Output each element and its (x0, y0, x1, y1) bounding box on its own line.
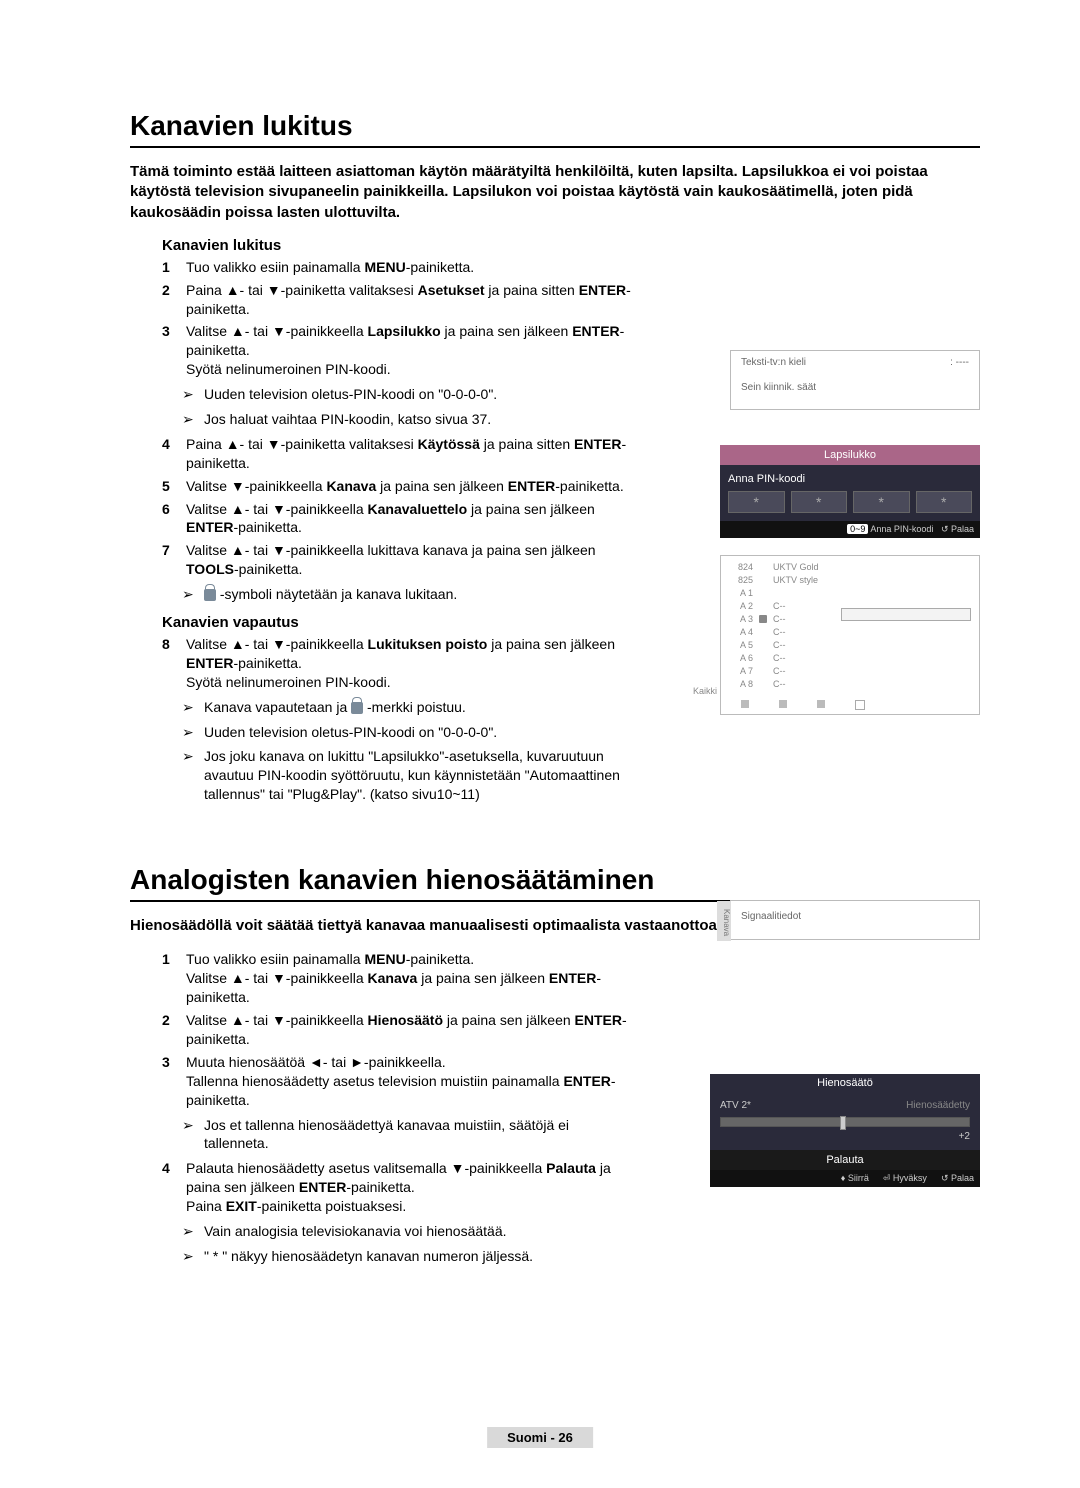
section1-title: Kanavien lukitus (130, 110, 980, 148)
list-item[interactable]: 825UKTV style (727, 575, 973, 585)
step: Tuo valikko esiin painamalla MENU-painik… (162, 258, 642, 277)
steps2b: Palauta hienosäädetty asetus valitsemall… (162, 1159, 642, 1216)
note: Jos joku kanava on lukittu "Lapsilukko"-… (162, 747, 622, 804)
step: Valitse ▼-painikkeella Kanava ja paina s… (162, 477, 642, 496)
step: Valitse ▲- tai ▼-painikkeella Hienosäätö… (162, 1011, 642, 1049)
note: Jos et tallenna hienosäädettyä kanavaa m… (162, 1116, 622, 1154)
section2-title: Analogisten kanavien hienosäätäminen (130, 864, 980, 902)
list-item[interactable]: A 5C-- (727, 640, 973, 650)
section1-intro: Tämä toiminto estää laitteen asiattoman … (130, 162, 980, 223)
pin-slot[interactable]: * (791, 491, 848, 513)
list-selection[interactable] (841, 608, 971, 621)
list-item[interactable]: A 8C-- (727, 679, 973, 689)
step: Paina ▲- tai ▼-painiketta valitaksesi Kä… (162, 435, 642, 473)
ui-signal-info: Kanava Signaalitiedot (730, 900, 980, 940)
steps2: Tuo valikko esiin painamalla MENU-painik… (162, 950, 642, 1109)
list-item[interactable]: 824UKTV Gold (727, 562, 973, 572)
note: Vain analogisia televisiokanavia voi hie… (162, 1222, 622, 1241)
note: Uuden television oletus-PIN-koodi on "0-… (162, 385, 622, 404)
slider-thumb[interactable] (840, 1116, 846, 1130)
steps1b: Paina ▲- tai ▼-painiketta valitaksesi Kä… (162, 435, 642, 579)
list-item[interactable]: A 4C-- (727, 627, 973, 637)
list-item[interactable]: A 7C-- (727, 666, 973, 676)
steps1c: Valitse ▲- tai ▼-painikkeella Lukituksen… (162, 635, 642, 692)
ui-finetune-dialog: Hienosäätö ATV 2* Hienosäädetty +2 Palau… (710, 1074, 980, 1187)
finetune-title: Hienosäätö (710, 1074, 980, 1092)
list-all-label: Kaikki (693, 686, 717, 696)
list-bottom-icons (741, 700, 865, 710)
pin-slot[interactable]: * (728, 491, 785, 513)
step: Valitse ▲- tai ▼-painikkeella lukittava … (162, 541, 642, 579)
finetune-footer: ♦ Siirrä ⏎ Hyväksy ↺ Palaa (710, 1170, 980, 1187)
finetune-channel: ATV 2* (720, 1100, 751, 1111)
steps1: Tuo valikko esiin painamalla MENU-painik… (162, 258, 642, 379)
pin-title: Lapsilukko (720, 445, 980, 465)
pin-label: Anna PIN-koodi (728, 473, 972, 485)
note: " * " näkyy hienosäädetyn kanavan numero… (162, 1247, 622, 1266)
page-footer: Suomi - 26 (487, 1427, 593, 1448)
step: Tuo valikko esiin painamalla MENU-painik… (162, 950, 642, 1007)
lock-icon (351, 702, 363, 714)
ui-pin-dialog: Lapsilukko Anna PIN-koodi * * * * 0~9 An… (720, 445, 980, 538)
finetune-status: Hienosäädetty (906, 1100, 970, 1111)
step: Palauta hienosäädetty asetus valitsemall… (162, 1159, 642, 1216)
sub1: Kanavien lukitus (162, 237, 980, 254)
ui-setup-preview: Teksti-tv:n kieli: ---- Sein kiinnik. sä… (730, 350, 980, 410)
step: Valitse ▲- tai ▼-painikkeella Lapsilukko… (162, 322, 642, 379)
lock-icon (204, 589, 216, 601)
ui-channel-list: 824UKTV Gold825UKTV styleA 1A 2C--A 3C--… (720, 555, 980, 715)
ui-signal-label: Signaalitiedot (741, 911, 801, 922)
pin-slot[interactable]: * (916, 491, 973, 513)
list-item[interactable]: A 1 (727, 588, 973, 598)
step: Muuta hienosäätöä ◄- tai ►-painikkeella.… (162, 1053, 642, 1110)
note: Jos haluat vaihtaa PIN-koodin, katso siv… (162, 410, 622, 429)
step: Paina ▲- tai ▼-painiketta valitaksesi As… (162, 281, 642, 319)
lock-icon (759, 615, 767, 623)
note: Uuden television oletus-PIN-koodi on "0-… (162, 723, 622, 742)
list-item[interactable]: A 6C-- (727, 653, 973, 663)
pin-footer: 0~9 Anna PIN-koodi ↺ Palaa (720, 521, 980, 538)
pin-slot[interactable]: * (853, 491, 910, 513)
note: Kanava vapautetaan ja -merkki poistuu. (162, 698, 622, 717)
ui-signal-tab: Kanava (717, 901, 731, 941)
step: Valitse ▲- tai ▼-painikkeella Kanavaluet… (162, 500, 642, 538)
finetune-slider[interactable] (720, 1117, 970, 1127)
note: -symboli näytetään ja kanava lukitaan. (162, 585, 622, 604)
finetune-value: +2 (720, 1131, 970, 1142)
step: Valitse ▲- tai ▼-painikkeella Lukituksen… (162, 635, 642, 692)
finetune-reset-button[interactable]: Palauta (710, 1150, 980, 1170)
